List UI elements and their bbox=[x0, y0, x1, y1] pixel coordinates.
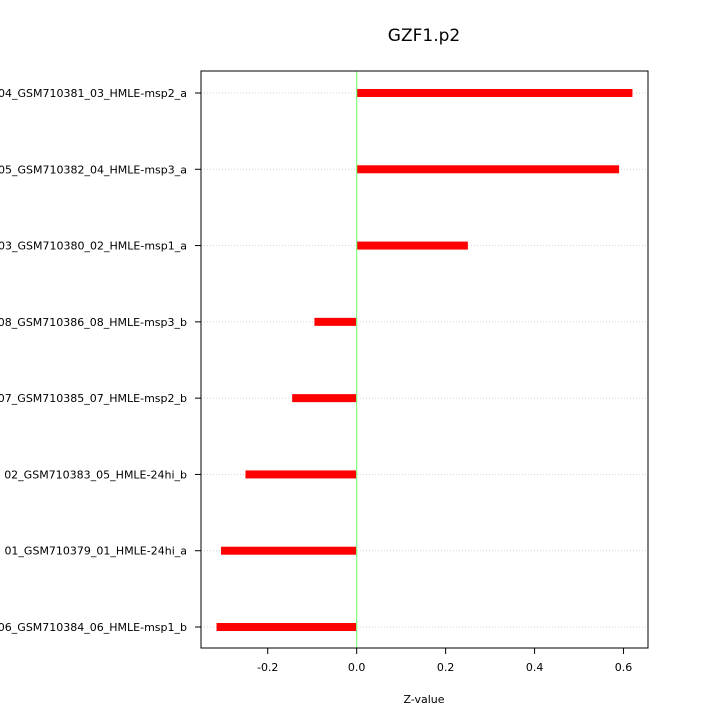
x-tick-label-0-6: 0.6 bbox=[615, 661, 633, 674]
bars bbox=[216, 89, 633, 631]
bar-03-gsm710380-02-hmle-msp1-a bbox=[356, 241, 468, 250]
bar-07-gsm710385-07-hmle-msp2-b bbox=[292, 394, 357, 403]
category-label-03-gsm710380-02-hmle-msp1-a: 03_GSM710380_02_HMLE-msp1_a bbox=[0, 240, 187, 253]
x-tick-label-0-4: 0.4 bbox=[526, 661, 544, 674]
bar-02-gsm710383-05-hmle-24hi-b bbox=[245, 470, 357, 479]
plot-frame bbox=[200, 70, 649, 649]
category-label-02-gsm710383-05-hmle-24hi-b: 02_GSM710383_05_HMLE-24hi_b bbox=[4, 468, 187, 481]
x-tick-label-0-2: -0.2 bbox=[257, 661, 278, 674]
category-label-04-gsm710381-03-hmle-msp2-a: 04_GSM710381_03_HMLE-msp2_a bbox=[0, 87, 187, 100]
category-label-07-gsm710385-07-hmle-msp2-b: 07_GSM710385_07_HMLE-msp2_b bbox=[0, 392, 187, 405]
x-tick-label-0-2: 0.2 bbox=[437, 661, 455, 674]
category-labels: 04_GSM710381_03_HMLE-msp2_a 05_GSM710382_… bbox=[0, 87, 201, 634]
bar-04-gsm710381-03-hmle-msp2-a bbox=[356, 89, 633, 97]
bar-08-gsm710386-08-hmle-msp3-b bbox=[314, 317, 357, 326]
bar-01-gsm710379-01-hmle-24hi-a bbox=[221, 546, 357, 555]
bar-05-gsm710382-04-hmle-msp3-a bbox=[356, 165, 620, 174]
category-label-06-gsm710384-06-hmle-msp1-b: 06_GSM710384_06_HMLE-msp1_b bbox=[0, 621, 187, 634]
x-tick-label-0-0: 0.0 bbox=[348, 661, 366, 674]
category-label-08-gsm710386-08-hmle-msp3-b: 08_GSM710386_08_HMLE-msp3_b bbox=[0, 316, 187, 329]
bar-06-gsm710384-06-hmle-msp1-b bbox=[216, 623, 357, 631]
category-label-01-gsm710379-01-hmle-24hi-a: 01_GSM710379_01_HMLE-24hi_a bbox=[4, 545, 187, 558]
x-axis-ticks: -0.2 0.0 0.2 0.4 0.6 bbox=[257, 648, 632, 674]
chart-title: GZF1.p2 bbox=[388, 26, 460, 46]
category-label-05-gsm710382-04-hmle-msp3-a: 05_GSM710382_04_HMLE-msp3_a bbox=[0, 163, 187, 176]
x-axis-title: Z-value bbox=[403, 693, 444, 706]
